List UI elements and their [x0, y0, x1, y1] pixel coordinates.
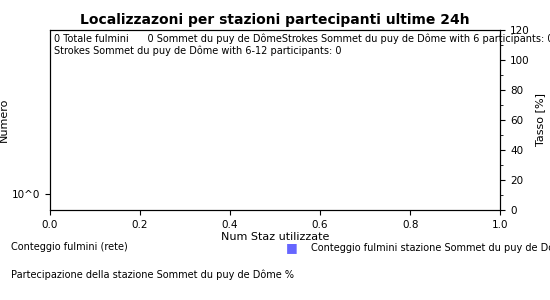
Title: Localizzazoni per stazioni partecipanti ultime 24h: Localizzazoni per stazioni partecipanti … — [80, 14, 470, 27]
Y-axis label: Tasso [%]: Tasso [%] — [536, 94, 546, 146]
Text: Partecipazione della stazione Sommet du puy de Dôme %: Partecipazione della stazione Sommet du … — [11, 269, 294, 280]
Text: Conteggio fulmini stazione Sommet du puy de Dô: Conteggio fulmini stazione Sommet du puy… — [311, 242, 550, 253]
Text: ■: ■ — [286, 241, 298, 254]
X-axis label: Num Staz utilizzate: Num Staz utilizzate — [221, 232, 329, 242]
Text: Conteggio fulmini (rete): Conteggio fulmini (rete) — [11, 242, 128, 253]
Y-axis label: Numero: Numero — [0, 98, 9, 142]
Text: 0 Totale fulmini      0 Sommet du puy de DômeStrokes Sommet du puy de Dôme with : 0 Totale fulmini 0 Sommet du puy de Dôme… — [54, 34, 550, 56]
